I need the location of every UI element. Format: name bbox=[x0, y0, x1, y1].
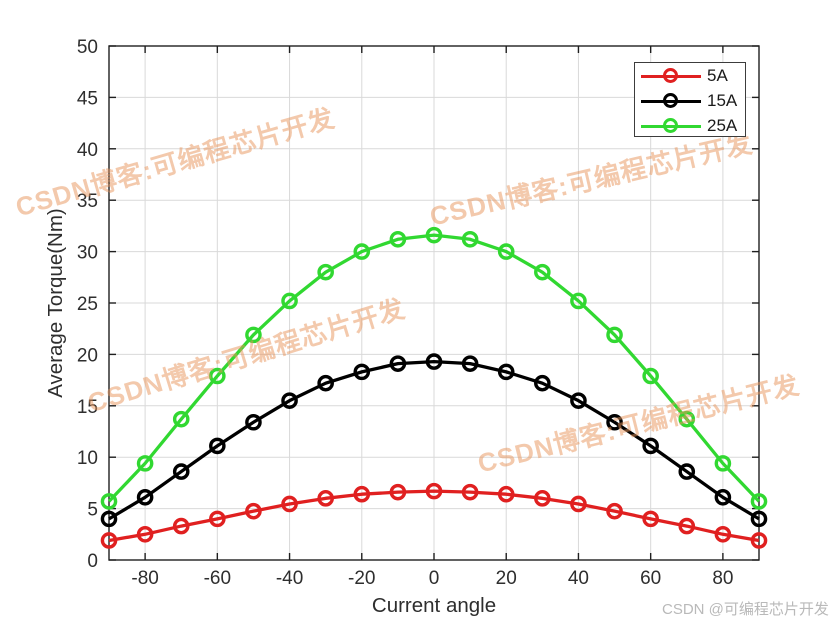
data-point-5A bbox=[714, 526, 732, 543]
csdn-credit-watermark: CSDN @可编程芯片开发 bbox=[662, 601, 829, 618]
series-line-25A bbox=[107, 233, 761, 503]
data-point-15A bbox=[642, 437, 659, 455]
y-tick-label: 40 bbox=[77, 140, 98, 161]
y-tick-label: 30 bbox=[77, 243, 98, 264]
data-point-5A bbox=[606, 502, 623, 520]
data-point-15A bbox=[750, 510, 768, 528]
y-tick-label: 25 bbox=[77, 294, 98, 315]
data-point-15A bbox=[172, 463, 190, 480]
data-point-15A bbox=[678, 463, 696, 480]
data-point-15A bbox=[245, 413, 262, 431]
data-point-25A bbox=[678, 410, 696, 428]
data-point-25A bbox=[245, 326, 262, 344]
x-tick-label: 80 bbox=[712, 568, 733, 589]
data-point-5A bbox=[136, 526, 154, 543]
x-tick-label: -40 bbox=[276, 568, 303, 589]
data-point-5A bbox=[570, 495, 587, 513]
data-point-5A bbox=[100, 532, 118, 549]
data-point-15A bbox=[461, 355, 479, 372]
circle-marker-icon bbox=[663, 93, 678, 108]
data-point-15A bbox=[281, 392, 298, 409]
y-tick-label: 35 bbox=[77, 191, 98, 212]
data-point-25A bbox=[750, 493, 768, 510]
data-point-25A bbox=[317, 263, 334, 281]
data-point-25A bbox=[172, 410, 190, 428]
x-tick-label: -20 bbox=[348, 568, 375, 589]
x-tick-label: -60 bbox=[204, 568, 231, 589]
data-point-5A bbox=[678, 517, 696, 535]
data-point-25A bbox=[642, 367, 659, 385]
data-point-25A bbox=[534, 263, 551, 281]
data-point-25A bbox=[209, 367, 226, 385]
legend-swatch-5a bbox=[641, 64, 707, 88]
data-point-15A bbox=[353, 363, 371, 381]
y-tick-label: 15 bbox=[77, 397, 98, 418]
data-point-5A bbox=[245, 502, 262, 520]
legend-item-15a: 15A bbox=[635, 89, 745, 113]
x-tick-label: 40 bbox=[568, 568, 589, 589]
y-tick-label: 10 bbox=[77, 448, 98, 469]
x-tick-label: 20 bbox=[496, 568, 517, 589]
x-tick-label: 0 bbox=[429, 568, 440, 589]
data-point-15A bbox=[425, 353, 443, 370]
data-point-5A bbox=[750, 532, 768, 549]
data-point-5A bbox=[461, 483, 479, 501]
data-point-25A bbox=[353, 243, 371, 260]
data-point-15A bbox=[317, 374, 334, 392]
legend-label: 5A bbox=[707, 66, 728, 85]
data-point-5A bbox=[534, 490, 551, 507]
data-point-15A bbox=[389, 355, 407, 372]
data-point-25A bbox=[497, 243, 515, 260]
x-axis-label: Current angle bbox=[372, 594, 496, 617]
legend-item-5a: 5A bbox=[635, 64, 745, 88]
y-tick-label: 45 bbox=[77, 88, 98, 109]
y-tick-label: 50 bbox=[77, 37, 98, 58]
circle-marker-icon bbox=[663, 68, 678, 83]
data-point-15A bbox=[570, 392, 587, 409]
chart-legend: 5A 15A 25A bbox=[634, 62, 746, 137]
y-axis-label: Average Torque(Nm) bbox=[44, 208, 67, 398]
data-point-5A bbox=[497, 485, 515, 503]
x-tick-label: 60 bbox=[640, 568, 661, 589]
data-point-5A bbox=[353, 485, 371, 503]
data-point-15A bbox=[136, 488, 154, 506]
data-point-25A bbox=[100, 493, 118, 510]
data-point-25A bbox=[714, 455, 732, 472]
circle-marker-icon bbox=[663, 118, 678, 133]
data-point-25A bbox=[461, 230, 479, 248]
legend-label: 25A bbox=[707, 116, 738, 135]
data-point-25A bbox=[136, 455, 154, 472]
data-point-5A bbox=[317, 490, 334, 507]
series-line-5A bbox=[108, 489, 760, 543]
data-point-5A bbox=[642, 510, 659, 528]
data-point-5A bbox=[281, 495, 298, 513]
data-point-5A bbox=[389, 483, 407, 501]
legend-item-25a: 25A bbox=[635, 114, 745, 138]
y-tick-label: 5 bbox=[87, 500, 98, 521]
data-point-25A bbox=[606, 326, 623, 344]
data-point-25A bbox=[281, 292, 298, 310]
data-point-5A bbox=[209, 510, 226, 528]
series-line-15A bbox=[108, 359, 760, 521]
legend-swatch-25a bbox=[641, 114, 707, 138]
data-point-15A bbox=[534, 374, 551, 392]
legend-swatch-15a bbox=[641, 89, 707, 113]
data-point-15A bbox=[209, 437, 226, 455]
data-point-5A bbox=[172, 517, 190, 535]
data-point-15A bbox=[100, 510, 118, 528]
data-point-15A bbox=[606, 413, 623, 431]
data-point-15A bbox=[497, 363, 515, 381]
data-point-25A bbox=[389, 230, 407, 248]
data-point-25A bbox=[425, 226, 443, 244]
data-point-25A bbox=[570, 292, 587, 310]
y-tick-label: 0 bbox=[87, 551, 98, 572]
x-tick-label: -80 bbox=[131, 568, 158, 589]
data-point-5A bbox=[425, 482, 443, 500]
legend-label: 15A bbox=[707, 91, 738, 110]
data-point-15A bbox=[714, 488, 732, 506]
y-tick-label: 20 bbox=[77, 345, 98, 366]
